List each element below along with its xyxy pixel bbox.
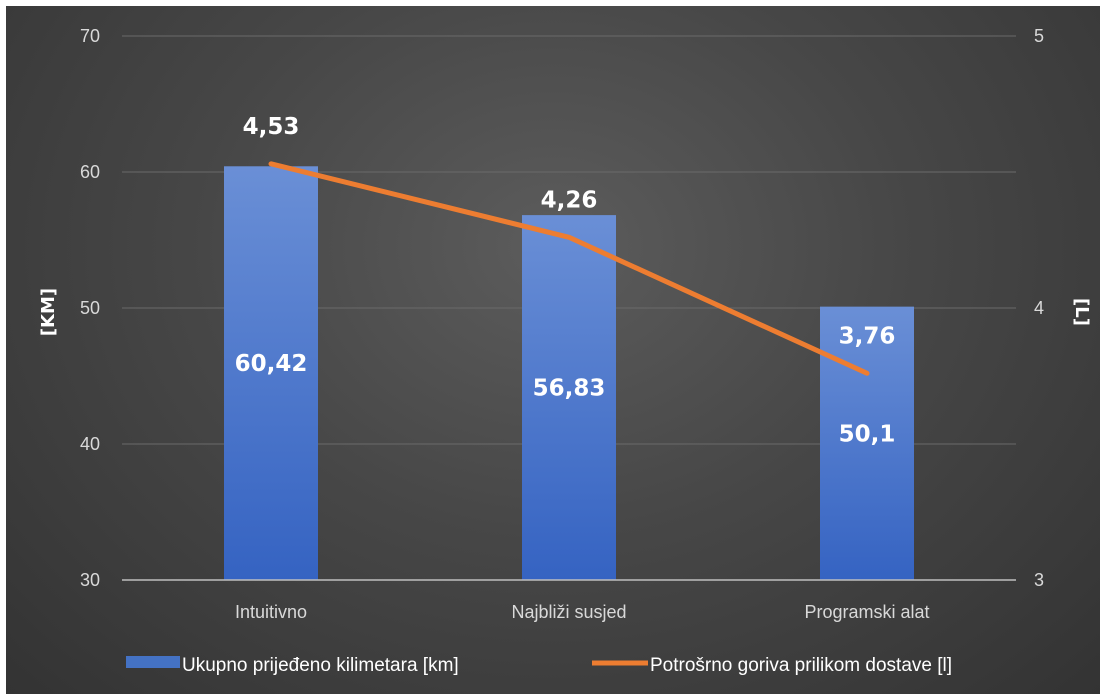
chart-container: 30 40 50 60 70 3 4 5 60,42 Intuitivno 56,83 Najbliž… bbox=[6, 6, 1100, 694]
y2-tick-label: 4 bbox=[1034, 298, 1044, 318]
y-tick-label: 60 bbox=[80, 162, 100, 182]
legend-label-bar: Ukupno prijeđeno kilimetara [km] bbox=[182, 655, 459, 676]
combo-chart: 30 40 50 60 70 3 4 5 60,42 Intuitivno 56,83 Najbliž… bbox=[38, 26, 1092, 676]
y-tick-label: 50 bbox=[80, 298, 100, 318]
y-axis-title: [KM] bbox=[38, 288, 59, 336]
legend-label-line: Potrošrno goriva prilikom dostave [l] bbox=[650, 655, 952, 676]
x-tick-label: Intuitivno bbox=[235, 602, 307, 622]
line-data-label: 3,76 bbox=[839, 323, 896, 349]
bar-data-label: 56,83 bbox=[533, 376, 606, 402]
bar-data-label: 50,1 bbox=[839, 421, 896, 447]
x-tick-label: Najbliži susjed bbox=[511, 602, 626, 622]
y-tick-label: 40 bbox=[80, 434, 100, 454]
y-tick-label: 30 bbox=[80, 570, 100, 590]
line-point bbox=[568, 236, 570, 238]
y2-tick-label: 5 bbox=[1034, 26, 1044, 46]
bar-data-label: 60,42 bbox=[235, 351, 308, 377]
bar bbox=[820, 306, 914, 580]
y-tick-label: 70 bbox=[80, 26, 100, 46]
y2-tick-label: 3 bbox=[1034, 570, 1044, 590]
x-tick-label: Programski alat bbox=[804, 602, 929, 622]
line-point bbox=[270, 163, 272, 165]
line-point bbox=[866, 372, 868, 374]
bar bbox=[224, 166, 318, 580]
y2-axis-title: [L] bbox=[1071, 298, 1092, 326]
line-data-label: 4,26 bbox=[541, 187, 598, 213]
legend-swatch-bar bbox=[126, 656, 180, 668]
line-data-label: 4,53 bbox=[243, 114, 300, 140]
bar bbox=[522, 215, 616, 580]
